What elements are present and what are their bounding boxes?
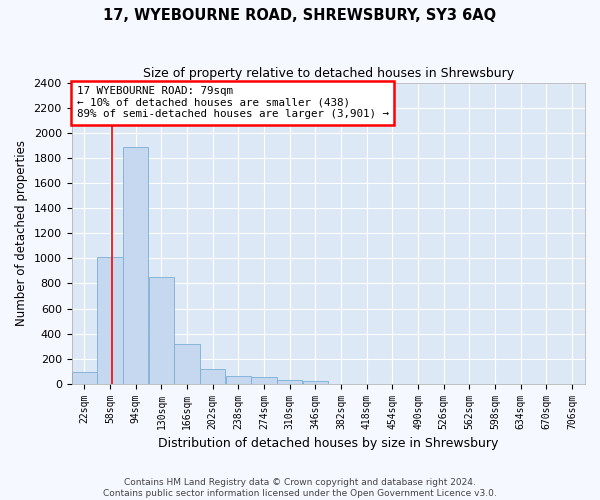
Bar [175,344,200,384]
Bar [149,276,174,384]
Text: 17 WYEBOURNE ROAD: 79sqm
← 10% of detached houses are smaller (438)
89% of semi-: 17 WYEBOURNE ROAD: 79sqm ← 10% of detach… [77,86,389,120]
Bar [123,147,148,384]
Bar [200,370,226,384]
Bar [251,378,277,384]
Y-axis label: Number of detached properties: Number of detached properties [15,140,28,326]
Bar [303,381,328,384]
Bar [226,376,251,384]
Bar [72,372,97,384]
Text: Contains HM Land Registry data © Crown copyright and database right 2024.
Contai: Contains HM Land Registry data © Crown c… [103,478,497,498]
Bar [277,380,302,384]
X-axis label: Distribution of detached houses by size in Shrewsbury: Distribution of detached houses by size … [158,437,499,450]
Text: 17, WYEBOURNE ROAD, SHREWSBURY, SY3 6AQ: 17, WYEBOURNE ROAD, SHREWSBURY, SY3 6AQ [103,8,497,22]
Title: Size of property relative to detached houses in Shrewsbury: Size of property relative to detached ho… [143,68,514,80]
Bar [97,257,122,384]
